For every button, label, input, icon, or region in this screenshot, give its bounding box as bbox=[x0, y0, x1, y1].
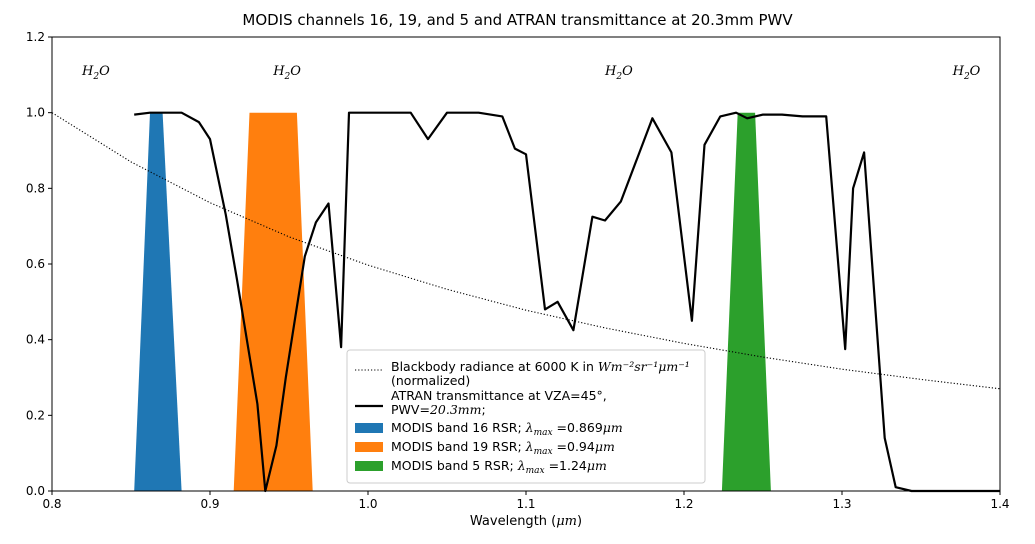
legend-label-band: MODIS band 16 RSR; λmax =0.869μm bbox=[391, 420, 623, 438]
x-ticks: 0.8 0.9 1.0 1.1 1.2 1.3 1.4 bbox=[42, 491, 1010, 511]
legend-label-blackbody: Blackbody radiance at 6000 K in Wm⁻²sr⁻¹… bbox=[391, 359, 690, 374]
y-tick-label: 0.2 bbox=[26, 408, 45, 422]
series-line-0 bbox=[51, 112, 1001, 390]
legend-label-atran-line2: PWV=20.3mm; bbox=[391, 402, 486, 417]
rsr-areas bbox=[134, 112, 771, 491]
rsr-area-4 bbox=[721, 112, 771, 491]
y-ticks: 0.0 0.2 0.4 0.6 0.8 1.0 1.2 bbox=[26, 30, 52, 498]
x-tick-label: 0.9 bbox=[200, 497, 219, 511]
legend-box bbox=[346, 349, 706, 484]
y-tick-label: 0.6 bbox=[26, 257, 45, 271]
y-tick-label: 0.0 bbox=[26, 484, 45, 498]
h2o-annotation: H2O bbox=[272, 64, 301, 82]
legend-handle-patch bbox=[355, 423, 383, 433]
annotations: H2O H2O H2O H2O bbox=[81, 64, 981, 82]
h2o-annotation: H2O bbox=[81, 64, 110, 82]
legend-label-atran: ATRAN transmittance at VZA=45°, bbox=[391, 388, 607, 403]
x-axis-label-close: ) bbox=[577, 514, 583, 529]
rsr-area-2 bbox=[134, 112, 182, 491]
y-tick-label: 1.0 bbox=[26, 106, 45, 120]
y-tick-label: 1.2 bbox=[26, 30, 45, 44]
rsr-area-3 bbox=[233, 112, 313, 491]
h2o-annotation: H2O bbox=[952, 64, 981, 82]
legend-handle-patch bbox=[355, 461, 383, 471]
legend-handle-patch bbox=[355, 442, 383, 452]
chart-title: MODIS channels 16, 19, and 5 and ATRAN t… bbox=[242, 11, 793, 29]
x-tick-label: 1.2 bbox=[674, 497, 693, 511]
legend: Blackbody radiance at 6000 K in Wm⁻²sr⁻¹… bbox=[346, 349, 706, 484]
x-tick-label: 1.1 bbox=[516, 497, 535, 511]
x-axis-label-unit: μm bbox=[556, 514, 578, 529]
x-tick-label: 1.3 bbox=[832, 497, 851, 511]
legend-label-blackbody-line2: (normalized) bbox=[391, 373, 470, 388]
legend-label-band: MODIS band 5 RSR; λmax =1.24μm bbox=[391, 458, 607, 476]
legend-label-band: MODIS band 19 RSR; λmax =0.94μm bbox=[391, 439, 615, 457]
y-tick-label: 0.8 bbox=[26, 181, 45, 195]
x-tick-label: 0.8 bbox=[42, 497, 61, 511]
h2o-annotation: H2O bbox=[604, 64, 633, 82]
x-tick-label: 1.4 bbox=[990, 497, 1009, 511]
x-axis-label-text: Wavelength ( bbox=[469, 514, 557, 529]
series-line-1 bbox=[134, 111, 1000, 493]
data-lines bbox=[51, 111, 1001, 493]
x-axis-label: Wavelength (μm) bbox=[52, 514, 1000, 529]
x-tick-label: 1.0 bbox=[358, 497, 377, 511]
y-tick-label: 0.4 bbox=[26, 333, 45, 347]
